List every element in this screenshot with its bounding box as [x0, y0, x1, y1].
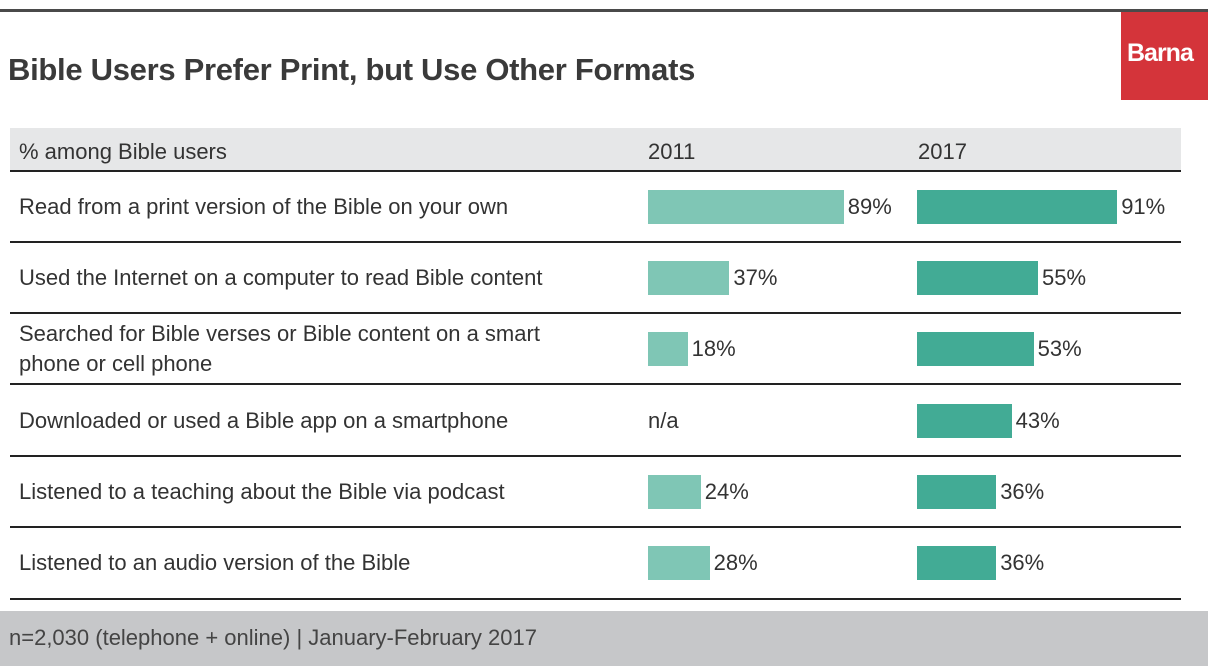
- row-label: Used the Internet on a computer to read …: [19, 264, 543, 290]
- data-label-2011: 37%: [733, 264, 778, 290]
- row-label: Downloaded or used a Bible app on a smar…: [19, 407, 509, 433]
- data-label-2017: 55%: [1042, 264, 1087, 290]
- column-header-label: % among Bible users: [19, 139, 227, 164]
- table-row: Listened to a teaching about the Bible v…: [10, 457, 1181, 528]
- bar-2017: [917, 189, 1118, 224]
- table-header: % among Bible users 2011 2017: [10, 128, 1181, 172]
- bar-2011: [648, 474, 701, 509]
- table-row: Searched for Bible verses or Bible conte…: [10, 314, 1181, 385]
- data-label-2017: 91%: [1121, 193, 1166, 219]
- bar-2011: [648, 260, 730, 295]
- column-header-2017: 2017: [918, 139, 967, 164]
- bar-2017: [917, 331, 1034, 366]
- data-label-2017: 36%: [1000, 550, 1045, 575]
- bar-2011: [648, 189, 844, 224]
- bar-2017: [917, 546, 997, 580]
- top-rule: [0, 9, 1208, 12]
- chart-title: Bible Users Prefer Print, but Use Other …: [8, 52, 696, 87]
- data-label-2011: 24%: [704, 478, 749, 504]
- bar-2017: [917, 403, 1012, 438]
- table-row: Used the Internet on a computer to read …: [10, 243, 1181, 314]
- table-row: Read from a print version of the Bible o…: [10, 172, 1181, 243]
- row-label: Searched for Bible verses or Bible conte…: [19, 320, 540, 376]
- bar-2011: [648, 331, 688, 366]
- data-label-2017: 43%: [1015, 407, 1060, 433]
- data-label-2011: 89%: [847, 193, 892, 219]
- data-label-2017: 53%: [1037, 335, 1082, 361]
- data-label-2011: n/a: [648, 407, 679, 433]
- data-label-2011: 28%: [713, 550, 758, 575]
- barna-logo: Barna: [1121, 12, 1208, 100]
- logo-text: Barna: [1127, 39, 1194, 67]
- footer-text: n=2,030 (telephone + online) | January-F…: [9, 625, 537, 650]
- table-row: Listened to an audio version of the Bibl…: [10, 528, 1181, 600]
- table-row: Downloaded or used a Bible app on a smar…: [10, 386, 1181, 457]
- column-header-2011: 2011: [648, 139, 696, 164]
- row-label: Listened to a teaching about the Bible v…: [19, 478, 505, 504]
- data-label-2017: 36%: [1000, 478, 1045, 504]
- bar-2011: [648, 546, 710, 580]
- footer: n=2,030 (telephone + online) | January-F…: [0, 611, 1208, 666]
- bar-2017: [917, 474, 997, 509]
- data-label-2011: 18%: [691, 335, 736, 361]
- row-label: Listened to an audio version of the Bibl…: [19, 550, 411, 575]
- bar-2017: [917, 260, 1038, 295]
- row-label: Read from a print version of the Bible o…: [19, 193, 509, 219]
